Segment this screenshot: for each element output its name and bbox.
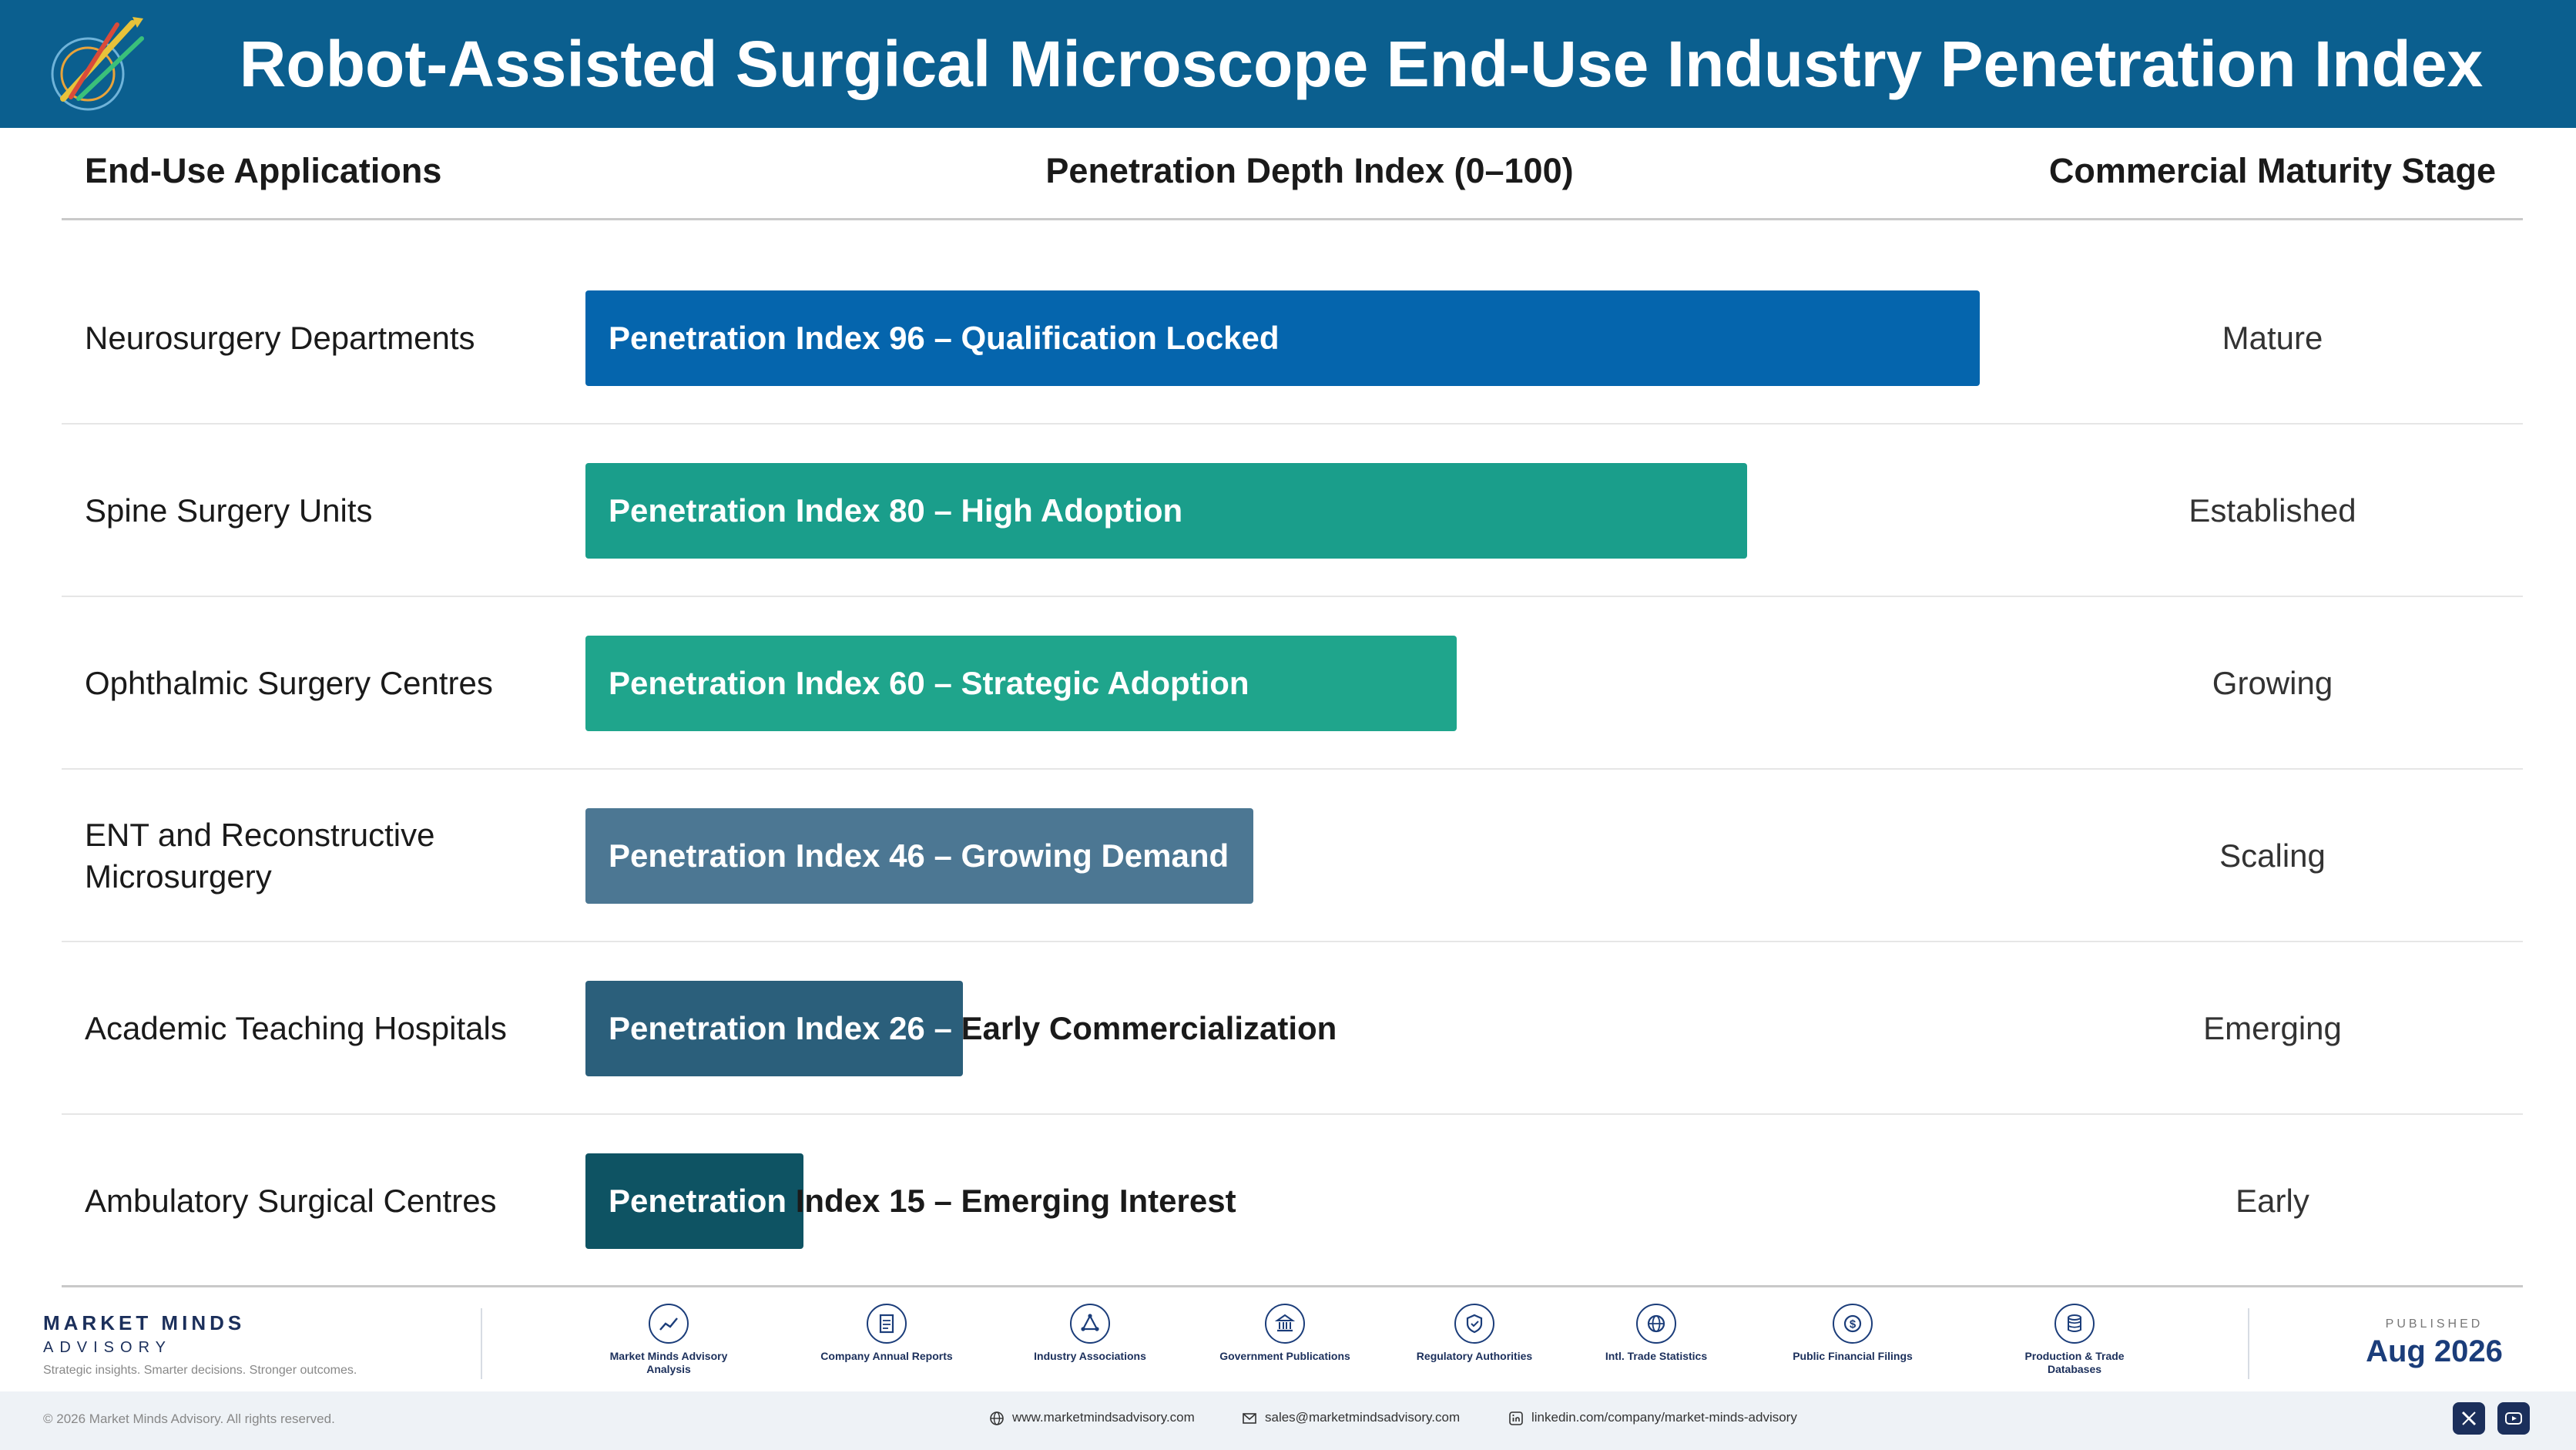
bar-value-label: Penetration Index 60 – Strategic Adoptio… bbox=[609, 665, 1249, 701]
source-label: Public Financial Filings bbox=[1793, 1350, 1913, 1362]
penetration-bar bbox=[585, 981, 963, 1076]
database-icon bbox=[2054, 1304, 2095, 1344]
dollar-coin-icon: $ bbox=[1833, 1304, 1873, 1344]
youtube-icon bbox=[2505, 1412, 2522, 1425]
penetration-bar bbox=[585, 290, 1980, 386]
maturity-stage-label: Established bbox=[2189, 492, 2356, 529]
application-label: ENT and Reconstructive Microsurgery bbox=[85, 817, 435, 895]
column-header-penetration: Penetration Depth Index (0–100) bbox=[1045, 151, 1574, 190]
brand-tagline: Strategic insights. Smarter decisions. S… bbox=[43, 1364, 357, 1377]
source-label: Company Annual Reports bbox=[820, 1350, 953, 1362]
chart-row: ENT and Reconstructive Microsurgery Penet… bbox=[62, 770, 2523, 942]
bar-value-label: Penetration Index 26 – Early Commerciali… bbox=[609, 1010, 1337, 1046]
header-banner: Robot-Assisted Surgical Microscope End-U… bbox=[0, 0, 2576, 128]
column-header-applications: End-Use Applications bbox=[85, 151, 442, 190]
linkedin-text: linkedin.com/company/market-minds-adviso… bbox=[1531, 1410, 1797, 1425]
globe-icon bbox=[1636, 1304, 1676, 1344]
document-icon bbox=[867, 1304, 907, 1344]
chart-row: Ambulatory Surgical Centres Penetration I… bbox=[62, 1115, 2523, 1287]
source-item: Industry Associations bbox=[1013, 1304, 1167, 1363]
brand-name: MARKET MINDS bbox=[43, 1311, 246, 1334]
chart-row: Ophthalmic Surgery Centres Penetration In… bbox=[62, 597, 2523, 770]
row-divider bbox=[62, 941, 2523, 942]
page-title: Robot-Assisted Surgical Microscope End-U… bbox=[239, 28, 2484, 100]
x-logo-icon bbox=[2461, 1411, 2477, 1426]
application-label: Ambulatory Surgical Centres bbox=[85, 1183, 497, 1219]
application-label: Neurosurgery Departments bbox=[85, 320, 475, 356]
trend-chart-icon bbox=[649, 1304, 689, 1344]
chart-bottom-divider bbox=[62, 1285, 2523, 1287]
mail-icon bbox=[1243, 1412, 1256, 1424]
maturity-stage-label: Emerging bbox=[2203, 1010, 2342, 1046]
published-date: Aug 2026 bbox=[2366, 1334, 2503, 1368]
penetration-bar bbox=[585, 1153, 803, 1249]
linkedin-icon bbox=[1509, 1411, 1523, 1425]
source-label: Regulatory Authorities bbox=[1416, 1350, 1533, 1362]
source-item: Company Annual Reports bbox=[810, 1304, 964, 1363]
source-label: Government Publications bbox=[1219, 1350, 1350, 1362]
bar-value-label: Penetration Index 15 – Emerging Interest bbox=[609, 1183, 1236, 1219]
footer: MARKET MINDS ADVISORY Strategic insights… bbox=[0, 1294, 2576, 1450]
bar-value-label: Penetration Index 46 – Growing Demand bbox=[609, 837, 1229, 874]
shield-check-icon bbox=[1454, 1304, 1494, 1344]
chart-row: Neurosurgery Departments Penetration Inde… bbox=[62, 252, 2523, 425]
chart-row: Academic Teaching Hospitals Penetration I… bbox=[62, 942, 2523, 1115]
source-item: Government Publications bbox=[1208, 1304, 1362, 1363]
application-label: Spine Surgery Units bbox=[85, 492, 373, 529]
footer-divider-right bbox=[2248, 1308, 2249, 1379]
published-label: PUBLISHED bbox=[2385, 1317, 2484, 1331]
row-divider bbox=[62, 596, 2523, 597]
source-item: Production & Trade Databases bbox=[1997, 1304, 2152, 1376]
maturity-stage-label: Early bbox=[2236, 1183, 2309, 1219]
header-divider bbox=[62, 218, 2523, 220]
application-label: Academic Teaching Hospitals bbox=[85, 1010, 507, 1046]
website-text: www.marketmindsadvisory.com bbox=[1012, 1410, 1195, 1425]
email-text: sales@marketmindsadvisory.com bbox=[1265, 1410, 1461, 1425]
application-label: Ophthalmic Surgery Centres bbox=[85, 665, 493, 701]
row-divider bbox=[62, 423, 2523, 425]
email-link[interactable]: sales@marketmindsadvisory.com bbox=[1242, 1410, 1460, 1426]
youtube-social-button[interactable] bbox=[2497, 1402, 2530, 1435]
bar-value-label: Penetration Index 80 – High Adoption bbox=[609, 492, 1183, 529]
bar-value-label: Penetration Index 96 – Qualification Loc… bbox=[609, 320, 1280, 356]
source-label: Intl. Trade Statistics bbox=[1605, 1350, 1708, 1362]
globe-icon bbox=[990, 1411, 1004, 1425]
source-item: Intl. Trade Statistics bbox=[1579, 1304, 1733, 1363]
copyright: © 2026 Market Minds Advisory. All rights… bbox=[43, 1411, 335, 1426]
penetration-bar bbox=[585, 636, 1457, 731]
government-building-icon bbox=[1265, 1304, 1305, 1344]
penetration-bar bbox=[585, 808, 1253, 904]
source-item: $ Public Financial Filings bbox=[1776, 1304, 1930, 1363]
x-social-button[interactable] bbox=[2453, 1402, 2485, 1435]
maturity-stage-label: Growing bbox=[2212, 665, 2333, 701]
maturity-stage-label: Mature bbox=[2222, 320, 2323, 356]
source-label: Market Minds Advisory Analysis bbox=[609, 1350, 728, 1375]
footer-divider-left bbox=[481, 1308, 482, 1379]
source-label: Production & Trade Databases bbox=[2024, 1350, 2125, 1375]
linkedin-link[interactable]: linkedin.com/company/market-minds-adviso… bbox=[1508, 1410, 1797, 1426]
website-link[interactable]: www.marketmindsadvisory.com bbox=[989, 1410, 1195, 1426]
network-icon bbox=[1070, 1304, 1110, 1344]
source-label: Industry Associations bbox=[1034, 1350, 1146, 1362]
source-item: Regulatory Authorities bbox=[1397, 1304, 1551, 1363]
row-divider bbox=[62, 768, 2523, 770]
column-header-stage: Commercial Maturity Stage bbox=[2048, 151, 2497, 190]
penetration-bar bbox=[585, 463, 1747, 559]
row-divider bbox=[62, 1113, 2523, 1115]
maturity-stage-label: Scaling bbox=[2219, 837, 2326, 874]
svg-text:$: $ bbox=[1850, 1318, 1857, 1331]
footer-strip bbox=[0, 1391, 2576, 1450]
chart-row: Spine Surgery Units Penetration Index 80 … bbox=[62, 425, 2523, 597]
logo-icon bbox=[51, 17, 144, 111]
source-item: Market Minds Advisory Analysis bbox=[592, 1304, 746, 1376]
brand-subtitle: ADVISORY bbox=[43, 1339, 172, 1356]
